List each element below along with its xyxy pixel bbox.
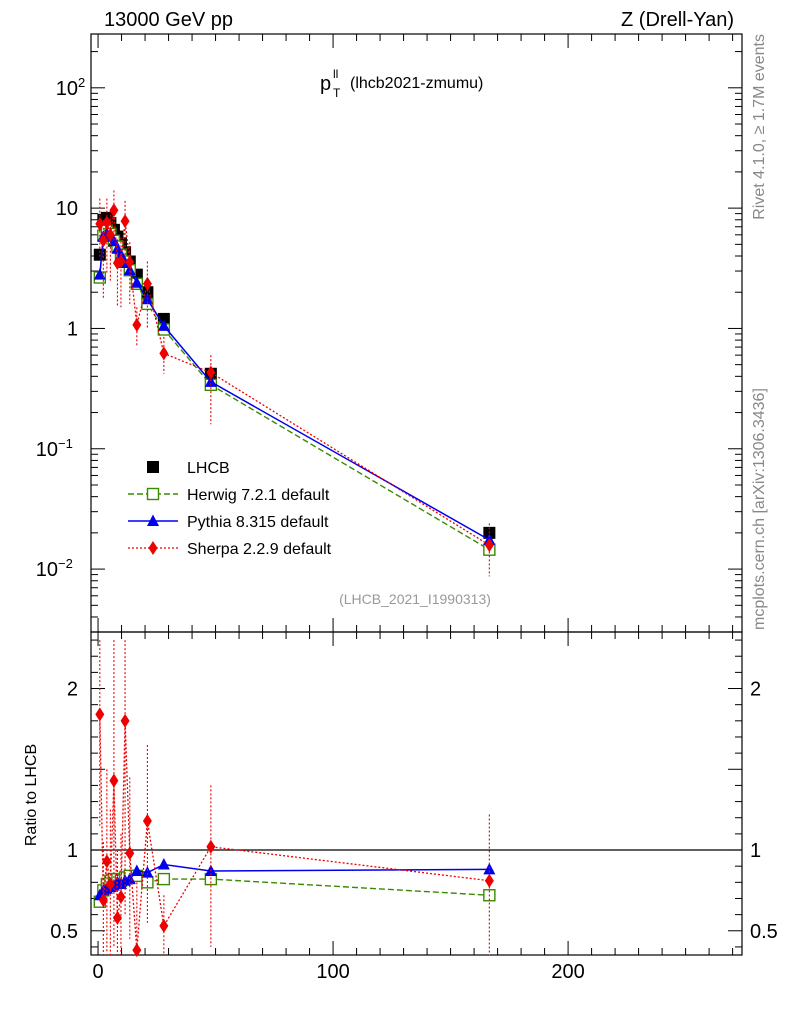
series-herwig-ratio	[93, 869, 496, 908]
y-tick-label: 210	[56, 75, 85, 100]
legend-label: Sherpa 2.2.9 default	[187, 541, 332, 558]
title-rest: (lhcb2021-zmumu)	[350, 75, 483, 92]
data-point	[105, 227, 115, 242]
data-point	[157, 872, 171, 886]
main-series	[93, 190, 496, 577]
ratio-y-tick-label-left: 2	[67, 679, 78, 701]
legend-label: LHCB	[187, 460, 230, 477]
tick-exp: −1	[58, 436, 73, 451]
legend-item-lhcb: LHCB	[147, 460, 230, 477]
data-point	[116, 889, 126, 904]
data-point	[132, 943, 142, 958]
ratio-ylabel: Ratio to LHCB	[23, 744, 40, 846]
data-point	[484, 873, 494, 888]
ratio-y-tick-label-right: 1	[750, 840, 761, 862]
data-point	[130, 276, 143, 288]
ratio-frame	[90, 631, 743, 956]
data-point	[120, 713, 130, 728]
header-right: Z (Drell-Yan)	[621, 9, 734, 31]
ratio-y-tick-label-right: 0.5	[750, 921, 778, 943]
ratio-y-tick-label-right: 2	[750, 679, 761, 701]
ratio-y-tick-label-left: 1	[67, 840, 78, 862]
data-point	[125, 255, 135, 270]
data-point	[159, 918, 169, 933]
x-tick-label: 100	[316, 961, 349, 983]
tick-exp: 2	[78, 75, 85, 90]
data-point	[142, 276, 152, 291]
series-line	[99, 714, 490, 951]
data-point	[206, 365, 216, 380]
legend-marker	[148, 541, 158, 555]
data-point	[95, 707, 105, 722]
series-sherpa-main	[95, 190, 494, 577]
data-point	[483, 862, 496, 875]
data-point	[98, 233, 108, 248]
tick-base: 10	[36, 559, 58, 581]
data-point	[157, 858, 170, 870]
tick-base: 10	[56, 198, 78, 220]
ratio-y-tick-label-left: 0.5	[50, 921, 78, 943]
tick-base: 1	[67, 318, 78, 340]
data-point	[120, 214, 130, 229]
data-point	[109, 203, 119, 218]
legend-marker	[147, 514, 159, 526]
data-point	[95, 216, 105, 231]
data-point	[116, 254, 126, 269]
side-label-mcplots: mcplots.cern.ch [arXiv:1306.3436]	[751, 388, 768, 630]
legend-item-herwig: Herwig 7.2.1 default	[128, 487, 330, 504]
series-herwig-main	[93, 224, 496, 556]
legend-marker	[147, 461, 159, 473]
series-sherpa-ratio	[95, 640, 494, 958]
data-point	[142, 813, 152, 828]
data-point	[484, 538, 494, 553]
legend: LHCB Herwig 7.2.1 default Pythia 8.315 def…	[128, 460, 332, 558]
title-p: p	[320, 73, 331, 95]
legend-item-sherpa: Sherpa 2.2.9 default	[128, 541, 332, 558]
y-tick-label: 1	[67, 318, 78, 340]
data-point	[109, 773, 119, 788]
legend-label: Herwig 7.2.1 default	[187, 487, 330, 504]
data-point	[112, 910, 122, 925]
data-point	[206, 839, 216, 854]
data-point	[132, 317, 142, 332]
main-title: p ll T (lhcb2021-zmumu)	[320, 67, 483, 100]
legend-item-pythia: Pythia 8.315 default	[128, 514, 329, 531]
tick-exp: −2	[58, 556, 73, 571]
legend-marker	[146, 487, 160, 501]
data-point	[125, 846, 135, 861]
x-tick-label: 0	[92, 961, 103, 983]
data-point	[102, 215, 112, 230]
tick-base: 10	[36, 439, 58, 461]
data-point	[130, 864, 143, 877]
data-point	[123, 263, 136, 276]
data-point	[159, 346, 169, 361]
ratio-series	[93, 640, 496, 958]
y-tick-label: −110	[36, 436, 73, 461]
x-axis: 0 100 200	[92, 34, 734, 983]
side-label-rivet: Rivet 4.1.0, ≥ 1.7M events	[751, 34, 768, 220]
y-tick-label: 10	[56, 198, 78, 220]
analysis-watermark: (LHCB_2021_I1990313)	[339, 591, 491, 607]
ratio-y-axis: 0.5 0.5 1 1 2 2	[50, 639, 778, 948]
header-left: 13000 GeV pp	[104, 9, 233, 31]
title-subscript: T	[333, 86, 341, 100]
legend-label: Pythia 8.315 default	[187, 514, 329, 531]
data-point	[105, 876, 115, 891]
x-tick-label: 200	[551, 961, 584, 983]
data-point	[98, 893, 108, 908]
tick-base: 10	[56, 78, 78, 100]
title-superscript: ll	[333, 67, 338, 81]
data-point	[102, 854, 112, 869]
data-point	[157, 319, 170, 331]
y-tick-label: −210	[36, 556, 73, 581]
data-point	[141, 866, 154, 878]
